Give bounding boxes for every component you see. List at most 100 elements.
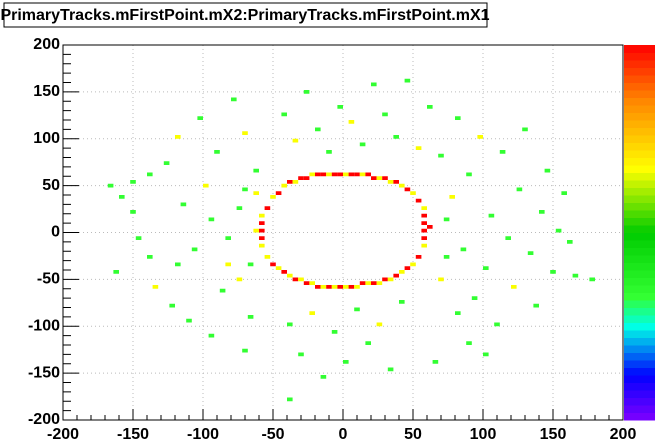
cell <box>382 277 388 282</box>
cell <box>315 127 321 132</box>
cell <box>281 270 287 274</box>
cell <box>404 78 411 83</box>
palette-box <box>624 45 655 53</box>
cell <box>522 127 528 132</box>
cell <box>415 198 422 203</box>
cell <box>410 191 416 195</box>
palette-box <box>624 382 655 391</box>
cell <box>572 273 579 278</box>
cell <box>203 183 209 188</box>
y-tick-label: -100 <box>28 317 60 334</box>
palette-box <box>624 195 655 203</box>
cell <box>208 217 215 222</box>
cell <box>275 191 282 195</box>
cell <box>275 266 282 270</box>
x-tick-label: 150 <box>540 426 567 443</box>
cell <box>337 285 343 289</box>
cell <box>264 206 271 210</box>
cell <box>147 255 153 259</box>
cell <box>533 303 539 308</box>
cell <box>443 217 450 222</box>
cell <box>438 277 444 282</box>
cell <box>326 150 332 154</box>
y-tick-label: 0 <box>51 224 60 241</box>
cell <box>477 135 483 139</box>
title-box <box>3 2 488 28</box>
palette-box <box>624 285 655 293</box>
cell <box>399 300 405 304</box>
cell <box>427 105 433 109</box>
cell <box>449 195 455 199</box>
cell <box>371 82 377 87</box>
cell <box>354 172 360 177</box>
cell <box>421 236 427 240</box>
cell <box>287 180 293 184</box>
cell <box>382 176 388 180</box>
palette-box <box>624 270 655 278</box>
cell <box>309 172 315 177</box>
cell <box>264 255 271 259</box>
cell <box>455 116 461 120</box>
cell <box>287 397 293 402</box>
cell <box>287 273 293 278</box>
cell <box>387 367 394 372</box>
cell <box>219 288 226 293</box>
palette-box <box>624 277 655 286</box>
cell <box>561 191 567 195</box>
cell <box>432 360 439 364</box>
x-tick-label: 50 <box>404 426 422 443</box>
cell <box>191 247 198 252</box>
cell <box>438 153 444 158</box>
cell <box>242 187 248 192</box>
cell <box>326 285 332 289</box>
palette-box <box>624 127 655 136</box>
palette-box <box>624 180 655 188</box>
cell <box>354 285 360 289</box>
cell <box>376 281 383 285</box>
cell <box>147 172 153 177</box>
palette-box <box>624 67 655 76</box>
cell <box>303 176 310 180</box>
cell <box>343 285 349 289</box>
cell <box>169 303 175 308</box>
cell <box>320 285 327 289</box>
x-tick-label: 200 <box>610 426 637 443</box>
cell <box>113 270 119 274</box>
cell <box>421 221 427 225</box>
chart-title: PrimaryTracks.mFirstPoint.mX2:PrimaryTra… <box>0 7 489 24</box>
cell <box>298 277 304 282</box>
cell <box>247 262 254 267</box>
cell <box>348 120 355 124</box>
cell <box>309 281 315 285</box>
x-tick-label: 0 <box>339 426 348 443</box>
cell <box>399 183 405 188</box>
palette-box <box>624 90 655 98</box>
palette-box <box>624 337 655 346</box>
palette-box <box>624 315 655 323</box>
palette-box <box>624 165 655 173</box>
palette-box <box>624 255 655 263</box>
palette-box <box>624 52 655 61</box>
cell <box>376 322 383 327</box>
cell <box>404 266 411 270</box>
palette-box <box>624 262 655 271</box>
palette-box <box>624 157 655 166</box>
cell <box>270 195 276 199</box>
cell <box>208 333 215 338</box>
cell <box>544 168 551 173</box>
x-tick-label: -150 <box>117 426 149 443</box>
cell <box>270 262 276 267</box>
palette-box <box>624 247 655 256</box>
y-tick-label: -50 <box>37 271 60 288</box>
y-tick-label: 50 <box>42 177 60 194</box>
cell <box>225 262 231 267</box>
y-tick-label: 200 <box>33 36 60 53</box>
cell <box>253 168 259 173</box>
palette-box <box>624 300 655 308</box>
palette-box <box>624 142 655 151</box>
cell <box>337 172 343 177</box>
cell <box>471 296 478 300</box>
cell <box>298 352 304 357</box>
cell <box>421 206 427 210</box>
cell <box>236 277 243 282</box>
